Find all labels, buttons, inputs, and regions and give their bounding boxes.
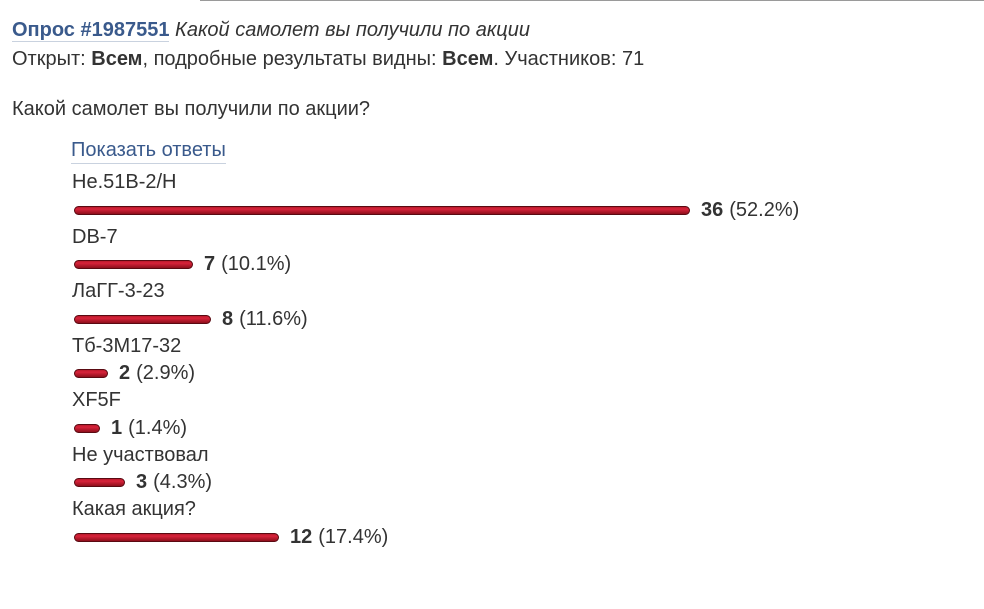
vote-percent: (1.4%) [128, 416, 188, 439]
poll-option-label: ЛаГГ-3-23 [72, 280, 165, 302]
poll-option-result: 2 (2.9%) [74, 362, 196, 384]
poll-header: Опрос #1987551 Какой самолет вы получили… [12, 17, 530, 43]
result-bar [74, 205, 690, 215]
poll-option: Какая акция? 12 (17.4%) [72, 497, 972, 552]
poll-option-label: Тб-3М17-32 [72, 334, 182, 357]
vote-count: 3 [136, 471, 148, 493]
result-bar [74, 314, 211, 324]
vote-percent: (52.2%) [729, 198, 800, 221]
poll-option: He.51B-2/H 36 (52.2%) [72, 170, 972, 225]
vote-count: 2 [119, 362, 131, 384]
poll-option-label: Не участвовал [72, 443, 209, 466]
vote-percent: (17.4%) [318, 525, 389, 548]
open-value: Всем [91, 48, 143, 70]
participants-label: . Участников: 71 [493, 48, 645, 70]
poll-option-label: He.51B-2/H [72, 171, 177, 193]
poll-option-result: 12 (17.4%) [74, 525, 389, 548]
poll-option: DB-7 7 (10.1%) [72, 225, 972, 280]
vote-count: 7 [204, 253, 216, 275]
vote-percent: (4.3%) [153, 471, 213, 493]
poll-title: Какой самолет вы получили по акции [175, 19, 530, 41]
poll-options-list: He.51B-2/H 36 (52.2%) DB-7 7 (10.1%) ЛаГГ-3-23… [72, 170, 972, 552]
poll-option-result: 8 (11.6%) [74, 307, 308, 330]
top-divider [200, 0, 984, 1]
vote-percent: (2.9%) [136, 362, 196, 384]
result-bar [74, 260, 193, 269]
poll-option: XF5F 1 (1.4%) [72, 388, 972, 443]
result-bar [74, 423, 100, 433]
vote-count: 8 [222, 307, 234, 330]
poll-option-label: XF5F [72, 389, 121, 411]
poll-option-label: Какая акция? [72, 498, 196, 520]
open-label: Открыт: [12, 48, 86, 70]
poll-option-result: 3 (4.3%) [74, 471, 213, 493]
poll-question: Какой самолет вы получили по акции? [12, 98, 371, 120]
vote-count: 36 [701, 198, 724, 221]
poll-option-result: 36 (52.2%) [74, 198, 800, 221]
poll-id-link[interactable]: Опрос #1987551 [12, 19, 170, 42]
vote-count: 1 [111, 416, 123, 439]
poll-option: Не участвовал 3 (4.3%) [72, 443, 972, 498]
vote-count: 12 [290, 525, 313, 548]
vote-percent: (10.1%) [221, 253, 292, 275]
poll-meta: Открыт: Всем, подробные результаты видны… [12, 46, 644, 72]
results-label: , подробные результаты видны: [142, 48, 437, 70]
poll-option-result: 7 (10.1%) [74, 253, 292, 275]
poll-option: ЛаГГ-3-23 8 (11.6%) [72, 279, 972, 334]
poll-option: Тб-3М17-32 2 (2.9%) [72, 334, 972, 389]
result-bar [74, 369, 108, 378]
show-answers-link[interactable]: Показать ответы [71, 137, 226, 164]
poll-option-result: 1 (1.4%) [74, 416, 188, 439]
result-bar [74, 532, 279, 542]
poll-option-label: DB-7 [72, 225, 118, 248]
result-bar [74, 478, 125, 487]
vote-percent: (11.6%) [239, 307, 308, 330]
results-value: Всем [442, 48, 494, 70]
